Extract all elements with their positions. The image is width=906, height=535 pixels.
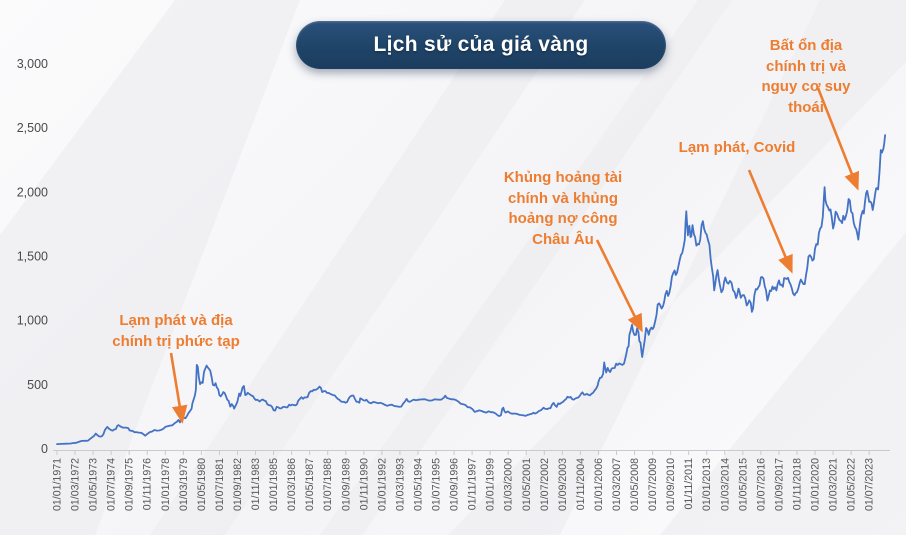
- x-tick-label: 01/05/2008: [629, 458, 641, 511]
- y-tick-label: 1,500: [17, 250, 48, 264]
- x-tick-label: 01/09/1975: [124, 458, 136, 511]
- x-tick-label: 01/07/2016: [755, 458, 767, 511]
- chart-title-badge: Lịch sử của giá vàng: [296, 21, 666, 69]
- y-tick-label: 3,000: [17, 57, 48, 71]
- x-tick-label: 01/07/2023: [864, 458, 876, 511]
- x-tick-label: 01/11/1983: [250, 458, 262, 510]
- x-tick-label: 01/05/1973: [88, 458, 100, 511]
- x-tick-label: 01/01/2020: [810, 458, 822, 511]
- background-ray: [448, 0, 906, 535]
- annotation-arrow: [595, 239, 643, 333]
- x-tick-label: 01/11/1976: [142, 458, 154, 510]
- x-tick-label: 01/09/2017: [773, 458, 785, 511]
- x-tick-label: 01/05/1994: [412, 458, 424, 511]
- y-tick-label: 2,500: [17, 121, 48, 135]
- background-ray: [660, 232, 906, 535]
- x-tick-label: 01/03/2021: [828, 458, 840, 511]
- annotation-arrow: [169, 352, 188, 424]
- x-tick-label: 01/07/1981: [214, 458, 226, 511]
- x-tick-label: 01/03/1972: [70, 458, 82, 511]
- annotation-geopolitics-recession: Bất ổn địa chính trị và nguy cơ suy thoá…: [761, 37, 851, 117]
- x-tick-label: 01/01/1999: [485, 458, 497, 511]
- x-tick-label: 01/01/2013: [701, 458, 713, 511]
- gold-price-line: [56, 134, 886, 446]
- x-tick-label: 01/05/2015: [737, 458, 749, 511]
- annotation-financial-crisis-euro-debt: Khủng hoảng tài chính và khủng hoảng nợ …: [503, 169, 623, 249]
- x-tick-label: 01/09/2010: [665, 458, 677, 511]
- x-tick-label: 01/07/2009: [647, 458, 659, 511]
- x-tick-label: 01/11/2004: [575, 458, 587, 510]
- x-tick-label: 01/03/1986: [286, 458, 298, 511]
- x-tick-label: 01/07/1995: [431, 458, 443, 511]
- x-tick-label: 01/07/1988: [322, 458, 334, 511]
- chart-title: Lịch sử của giá vàng: [373, 33, 589, 56]
- x-tick-label: 01/01/1992: [376, 458, 388, 511]
- x-tick-label: 01/09/1996: [449, 458, 461, 511]
- y-tick-label: 500: [27, 378, 48, 392]
- x-tick-label: 01/09/1989: [340, 458, 352, 511]
- y-tick-label: 0: [41, 442, 48, 456]
- x-tick-label: 01/03/2000: [503, 458, 515, 511]
- x-tick-label: 01/05/1987: [304, 458, 316, 511]
- x-tick-label: 01/05/1980: [196, 458, 208, 511]
- annotation-arrow: [816, 87, 860, 191]
- background-ray: [320, 0, 732, 535]
- x-tick-label: 01/05/2001: [521, 458, 533, 511]
- x-tick-label: 01/07/1974: [106, 458, 118, 511]
- annotation-inflation-covid: Lạm phát, Covid: [678, 139, 796, 156]
- x-tick-label: 01/11/2018: [791, 458, 803, 510]
- x-tick-label: 01/03/1993: [394, 458, 406, 511]
- annotation-arrow: [747, 169, 793, 274]
- x-tick-label: 01/01/1985: [268, 458, 280, 511]
- x-tick-label: 01/09/2003: [557, 458, 569, 511]
- x-tick-label: 01/01/2006: [593, 458, 605, 511]
- x-tick-label: 01/03/2007: [611, 458, 623, 511]
- x-tick-label: 01/01/1971: [52, 458, 64, 511]
- annotation-inflation-1970s: Lạm phát và địa chính trị phức tạp: [112, 312, 240, 350]
- background-ray: [0, 0, 300, 535]
- y-tick-label: 1,000: [17, 314, 48, 328]
- x-tick-label: 01/11/1990: [358, 458, 370, 510]
- x-tick-label: 01/11/2011: [683, 458, 695, 510]
- x-tick-label: 01/03/1979: [178, 458, 190, 511]
- x-tick-label: 01/07/2002: [539, 458, 551, 511]
- x-tick-label: 01/11/1997: [467, 458, 479, 510]
- x-tick-label: 01/09/1982: [232, 458, 244, 511]
- x-tick-label: 01/01/1978: [160, 458, 172, 511]
- y-tick-label: 2,000: [17, 185, 48, 199]
- x-tick-label: 01/05/2022: [846, 458, 858, 511]
- x-tick-label: 01/03/2014: [719, 458, 731, 511]
